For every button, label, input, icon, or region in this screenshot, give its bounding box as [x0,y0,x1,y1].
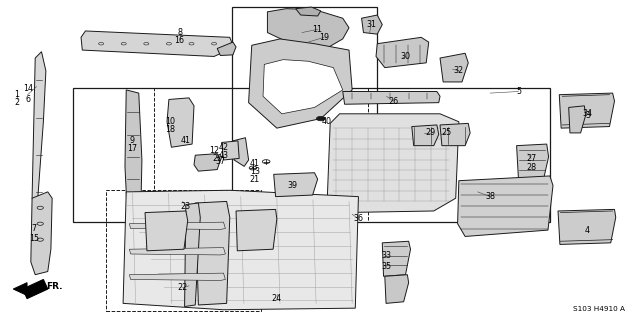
Text: 35: 35 [382,262,392,271]
Text: 8: 8 [177,28,182,37]
Text: 1: 1 [14,90,19,99]
Polygon shape [327,114,459,212]
Text: 3: 3 [585,111,590,120]
Text: 28: 28 [526,164,536,172]
Text: 9: 9 [130,136,135,145]
Polygon shape [457,176,553,236]
Bar [231,7,377,198]
Text: 39: 39 [287,181,298,190]
Polygon shape [32,52,46,208]
Bar [106,190,261,311]
Text: 5: 5 [516,87,521,96]
Polygon shape [343,92,440,104]
Text: 37: 37 [215,157,225,166]
Polygon shape [362,15,382,34]
Text: 34: 34 [582,109,593,118]
Polygon shape [569,106,586,133]
Polygon shape [145,211,187,251]
Text: 20: 20 [212,154,222,163]
Polygon shape [81,31,231,56]
Bar [73,88,550,222]
Text: 4: 4 [585,226,590,235]
Text: 41: 41 [181,136,191,145]
Bar [155,88,368,222]
Polygon shape [440,53,468,82]
Polygon shape [376,37,429,68]
Text: 25: 25 [441,128,452,137]
Polygon shape [385,275,409,303]
Text: 31: 31 [366,20,376,29]
Polygon shape [130,222,225,229]
Polygon shape [167,98,194,147]
Polygon shape [248,39,352,128]
Text: 36: 36 [353,214,364,223]
Polygon shape [195,201,230,305]
Text: 30: 30 [401,52,411,61]
Polygon shape [558,209,616,244]
Text: 10: 10 [165,117,175,126]
Polygon shape [125,90,142,256]
Circle shape [316,116,325,121]
Text: 16: 16 [175,36,184,45]
Polygon shape [559,93,615,128]
Text: 38: 38 [485,192,495,201]
Polygon shape [184,203,200,307]
Polygon shape [194,154,220,171]
Text: 33: 33 [382,251,392,260]
Text: 11: 11 [313,25,323,34]
Text: 19: 19 [319,33,329,42]
Text: 7: 7 [31,224,36,233]
Text: 41: 41 [250,159,260,168]
Polygon shape [217,42,236,55]
Polygon shape [267,9,349,52]
Text: 23: 23 [181,202,191,211]
Polygon shape [412,125,439,146]
Text: 14: 14 [23,84,33,93]
Text: 6: 6 [25,95,30,104]
Text: 2: 2 [14,98,19,107]
Text: FR.: FR. [46,282,62,291]
Text: 17: 17 [128,144,138,153]
Polygon shape [236,209,277,251]
Text: 13: 13 [250,167,260,176]
Text: 22: 22 [177,283,188,292]
Polygon shape [233,138,248,166]
Polygon shape [274,173,318,197]
Polygon shape [23,279,48,299]
Text: 26: 26 [388,97,398,106]
Text: 21: 21 [250,175,260,184]
Polygon shape [221,141,239,160]
Text: 42: 42 [218,143,228,152]
Polygon shape [130,248,225,255]
Text: 32: 32 [454,66,464,75]
Polygon shape [382,241,411,276]
Text: 15: 15 [29,234,39,243]
Polygon shape [440,123,470,146]
Text: 24: 24 [272,294,282,303]
Text: 40: 40 [322,117,332,126]
Text: 12: 12 [209,146,219,155]
Text: 27: 27 [526,154,536,163]
Polygon shape [263,60,343,114]
Polygon shape [13,283,27,295]
Text: S103 H4910 A: S103 H4910 A [573,306,625,312]
Polygon shape [516,144,548,179]
Text: 29: 29 [425,128,436,137]
Text: 43: 43 [218,151,228,160]
Text: 18: 18 [165,125,175,134]
Polygon shape [296,7,321,16]
Polygon shape [123,190,359,310]
Polygon shape [130,273,225,280]
Polygon shape [31,192,52,275]
